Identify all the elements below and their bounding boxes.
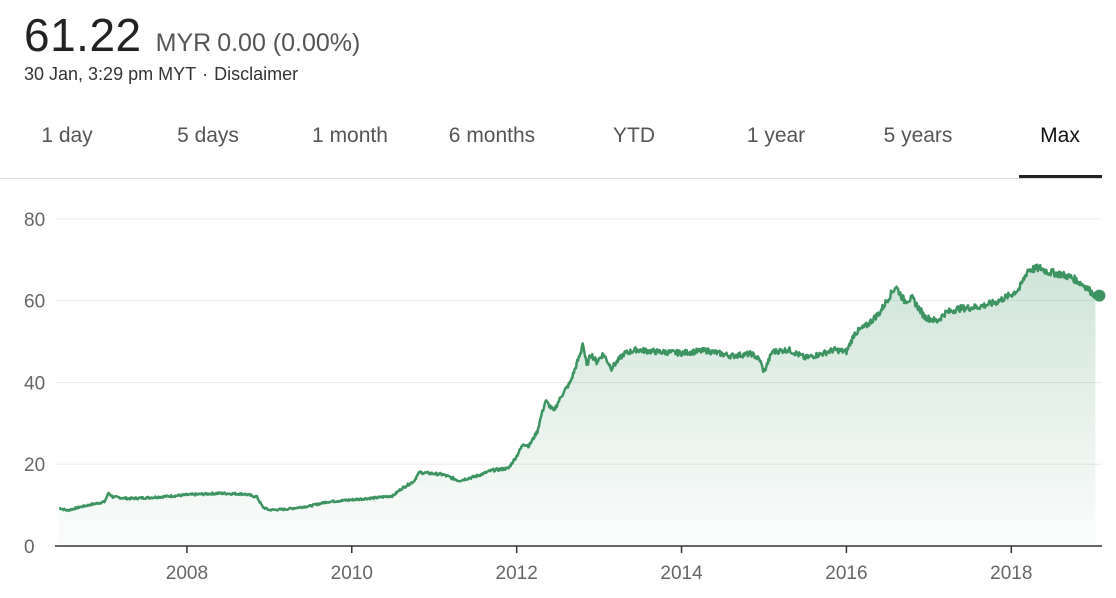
tab-5-years[interactable]: 5 years — [883, 124, 953, 147]
y-tick-label-80: 80 — [24, 210, 45, 231]
tab-ytd[interactable]: YTD — [613, 124, 655, 147]
y-axis-labels: 0 20 40 60 80 — [24, 210, 45, 558]
current-price: 61.22 — [24, 9, 142, 61]
active-tab-indicator — [1019, 175, 1102, 178]
y-tick-label-60: 60 — [24, 292, 45, 313]
currency-code: MYR — [155, 29, 212, 57]
meta-separator: · — [202, 64, 209, 84]
x-tick-label-2018: 2018 — [990, 563, 1032, 584]
x-axis-ticks — [186, 546, 1013, 553]
tab-1-month[interactable]: 1 month — [312, 124, 388, 147]
y-tick-label-0: 0 — [24, 537, 35, 558]
tab-6-months[interactable]: 6 months — [448, 124, 536, 147]
price-area — [59, 264, 1096, 546]
tab-5-days[interactable]: 5 days — [177, 124, 239, 147]
price-change: 0.00 (0.00%) — [217, 29, 361, 57]
tab-max[interactable]: Max — [1040, 124, 1080, 147]
y-tick-label-40: 40 — [24, 373, 45, 394]
x-tick-label-2012: 2012 — [496, 563, 538, 584]
x-axis-labels: 2008 2010 2012 2014 2016 2018 — [166, 563, 1033, 584]
tab-1-year[interactable]: 1 year — [746, 124, 806, 147]
quote-timestamp: 30 Jan, 3:29 pm MYT — [24, 64, 197, 84]
x-tick-label-2016: 2016 — [825, 563, 867, 584]
x-tick-label-2010: 2010 — [331, 563, 373, 584]
x-tick-label-2014: 2014 — [660, 563, 703, 584]
range-tabs: 1 day 5 days 1 month 6 months YTD 1 year… — [0, 104, 1102, 179]
last-price-marker[interactable] — [1093, 289, 1106, 302]
tab-1-day[interactable]: 1 day — [41, 124, 93, 147]
y-tick-label-20: 20 — [24, 455, 45, 476]
quote-header: 61.22 MYR 0.00 (0.00%) 30 Jan, 3:29 pm M… — [24, 8, 360, 85]
price-chart: 0 20 40 60 80 2008 2010 2012 2014 2016 2018 — [24, 210, 1106, 584]
quote-meta: 30 Jan, 3:29 pm MYT · Disclaimer — [24, 64, 360, 85]
price-line — [58, 263, 1097, 513]
x-tick-label-2008: 2008 — [166, 563, 208, 584]
price-row: 61.22 MYR 0.00 (0.00%) — [24, 8, 360, 62]
disclaimer-link[interactable]: Disclaimer — [214, 64, 299, 84]
